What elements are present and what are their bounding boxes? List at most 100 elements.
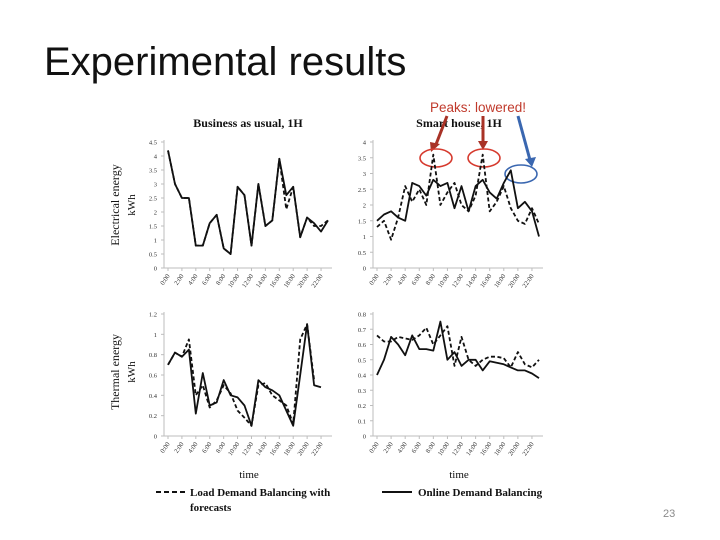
smart-thermal-forecast-line xyxy=(376,325,540,369)
peak-arrow-3-head xyxy=(525,157,536,167)
business-thermal-x-tick-label: 4:00 xyxy=(187,441,199,454)
smart-electrical-title: Smart house, 1H xyxy=(416,116,502,130)
business-electrical-x-tick-label: 18:00 xyxy=(283,273,297,289)
smart-electrical-y-tick-label: 2.5 xyxy=(358,187,366,194)
business-electrical-x-tick-label: 14:00 xyxy=(255,273,269,289)
smart-electrical-y-tick-label: 0.5 xyxy=(358,250,366,257)
smart-electrical-x-tick-label: 0:00 xyxy=(368,273,380,286)
smart-electrical-x-tick-label: 16:00 xyxy=(479,273,493,289)
smart-thermal-xlabel: time xyxy=(449,469,469,481)
smart-thermal-x-tick-label: 20:00 xyxy=(507,441,521,457)
business-electrical-x-tick-label: 10:00 xyxy=(227,273,241,289)
smart-thermal-online-line xyxy=(376,320,540,379)
legend-forecast-label: Load Demand Balancing with xyxy=(190,487,330,499)
smart-thermal-x-tick-label: 8:00 xyxy=(425,441,437,454)
smart-thermal-y-tick-label: 0.6 xyxy=(358,342,367,349)
business-electrical-x-tick-label: 0:00 xyxy=(159,273,171,286)
business-electrical-x-tick-label: 6:00 xyxy=(201,273,213,286)
smart-thermal-y-tick-label: 0.1 xyxy=(358,418,366,425)
peak-circle-2 xyxy=(467,148,501,168)
electrical-row-unit: kWh xyxy=(126,194,138,216)
business-electrical-x-tick-label: 2:00 xyxy=(173,273,185,286)
thermal-row-label: Thermal energy xyxy=(108,334,122,410)
business-electrical-online-line xyxy=(167,150,329,255)
smart-electrical-y-tick-label: 0 xyxy=(363,266,366,273)
business-thermal-y-tick-label: 0 xyxy=(154,434,157,441)
peak-arrow-2-head xyxy=(478,141,488,150)
smart-thermal-x-tick-label: 22:00 xyxy=(521,441,535,457)
smart-electrical-x-tick-label: 4:00 xyxy=(396,273,408,286)
business-electrical-forecast-line xyxy=(167,150,329,255)
smart-electrical-y-tick-label: 4 xyxy=(363,140,367,147)
smart-thermal-y-tick-label: 0.4 xyxy=(358,373,367,380)
business-thermal-x-tick-label: 16:00 xyxy=(269,441,283,457)
business-electrical-y-tick-label: 1 xyxy=(154,238,157,245)
peak-arrow-3 xyxy=(516,115,532,161)
business-electrical-x-tick-label: 22:00 xyxy=(310,273,324,289)
business-thermal-xlabel: time xyxy=(239,469,259,481)
business-thermal-x-tick-label: 0:00 xyxy=(159,441,171,454)
business-electrical-y-tick-label: 4 xyxy=(154,154,158,161)
smart-electrical-x-tick-label: 12:00 xyxy=(451,273,465,289)
smart-electrical-x-tick-label: 6:00 xyxy=(411,273,423,286)
business-electrical-x-tick-label: 4:00 xyxy=(187,273,199,286)
business-thermal-x-tick-label: 18:00 xyxy=(283,441,297,457)
business-electrical-x-tick-label: 12:00 xyxy=(241,273,255,289)
smart-thermal-x-tick-label: 6:00 xyxy=(411,441,423,454)
smart-electrical-x-tick-label: 18:00 xyxy=(493,273,507,289)
business-thermal-y-tick-label: 1 xyxy=(154,332,157,339)
smart-thermal-x-tick-label: 16:00 xyxy=(479,441,493,457)
slide-title: Experimental results xyxy=(44,40,407,84)
peak-circle-3 xyxy=(504,164,538,184)
smart-thermal-y-tick-label: 0 xyxy=(363,434,366,441)
business-thermal-y-tick-label: 1.2 xyxy=(149,312,157,319)
smart-electrical-y-tick-label: 3 xyxy=(363,171,366,178)
smart-thermal-x-tick-label: 18:00 xyxy=(493,441,507,457)
business-electrical-y-tick-label: 2.5 xyxy=(149,196,157,203)
smart-thermal-x-tick-label: 10:00 xyxy=(437,441,451,457)
smart-thermal-y-tick-label: 0.3 xyxy=(358,388,366,395)
smart-electrical-y-tick-label: 1.5 xyxy=(358,218,366,225)
business-electrical-x-tick-label: 8:00 xyxy=(215,273,227,286)
legend-forecast-label-cont: forecasts xyxy=(190,502,232,514)
smart-electrical-y-tick-label: 1 xyxy=(363,234,366,241)
business-thermal-x-tick-label: 12:00 xyxy=(241,441,255,457)
page-number: 23 xyxy=(663,508,676,520)
charts-svg: Electrical energy kWh Thermal energy kWh… xyxy=(108,100,543,514)
electrical-row-label: Electrical energy xyxy=(108,164,122,245)
business-electrical-y-tick-label: 4.5 xyxy=(149,140,157,147)
business-thermal-x-tick-label: 10:00 xyxy=(227,441,241,457)
business-electrical-y-tick-label: 0 xyxy=(154,266,157,273)
results-figure: Electrical energy kWh Thermal energy kWh… xyxy=(100,100,560,525)
business-thermal-x-tick-label: 22:00 xyxy=(310,441,324,457)
business-electrical-y-tick-label: 3.5 xyxy=(149,168,157,175)
business-thermal-y-tick-label: 0.4 xyxy=(149,393,158,400)
smart-thermal-x-tick-label: 0:00 xyxy=(368,441,380,454)
business-thermal-x-tick-label: 20:00 xyxy=(297,441,311,457)
business-thermal-x-tick-label: 2:00 xyxy=(173,441,185,454)
smart-thermal-x-tick-label: 4:00 xyxy=(396,441,408,454)
smart-electrical-x-tick-label: 10:00 xyxy=(437,273,451,289)
peak-arrow-1 xyxy=(433,115,449,148)
business-thermal-x-tick-label: 14:00 xyxy=(255,441,269,457)
smart-thermal-y-tick-label: 0.2 xyxy=(358,403,366,410)
smart-thermal-x-tick-label: 14:00 xyxy=(465,441,479,457)
business-thermal-forecast-line xyxy=(167,323,315,427)
business-electrical-x-tick-label: 16:00 xyxy=(269,273,283,289)
smart-electrical-x-tick-label: 2:00 xyxy=(382,273,394,286)
business-electrical-title: Business as usual, 1H xyxy=(193,116,303,130)
smart-thermal-y-tick-label: 0.7 xyxy=(358,327,367,334)
business-thermal-y-tick-label: 0.8 xyxy=(149,352,157,359)
legend-online-label: Online Demand Balancing xyxy=(418,487,543,499)
smart-thermal-x-tick-label: 12:00 xyxy=(451,441,465,457)
smart-thermal-y-tick-label: 0.5 xyxy=(358,357,366,364)
business-thermal-x-tick-label: 6:00 xyxy=(201,441,213,454)
smart-electrical-x-tick-label: 20:00 xyxy=(507,273,521,289)
smart-electrical-x-tick-label: 22:00 xyxy=(521,273,535,289)
plot-panels: 00.511.522.533.544.50:00 2:00 4:00 6:00 8:00… xyxy=(149,140,543,457)
thermal-row-unit: kWh xyxy=(126,361,138,383)
business-electrical-y-tick-label: 0.5 xyxy=(149,252,157,259)
business-thermal-x-tick-label: 8:00 xyxy=(215,441,227,454)
peak-circle-1 xyxy=(419,148,453,168)
business-thermal-y-tick-label: 0.6 xyxy=(149,373,158,380)
